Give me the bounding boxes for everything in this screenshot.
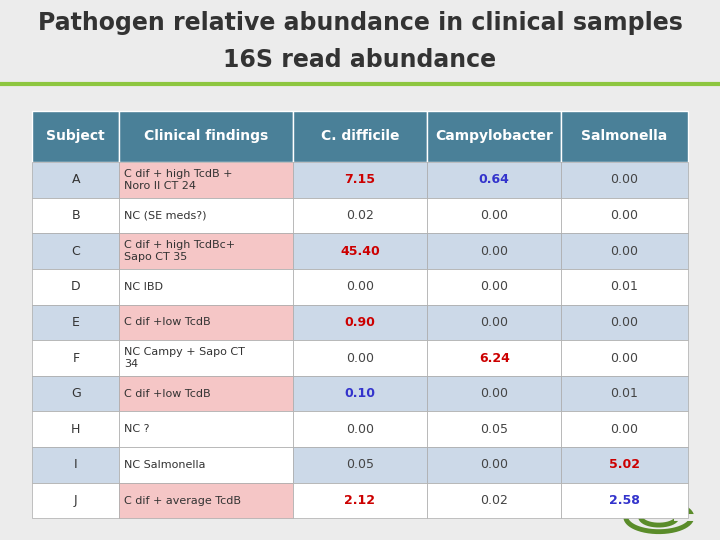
Text: C. difficile: C. difficile — [320, 130, 400, 143]
Text: Salmonella: Salmonella — [581, 130, 667, 143]
Text: 0.05: 0.05 — [346, 458, 374, 471]
Text: 16S read abundance: 16S read abundance — [223, 48, 497, 72]
Text: 0.00: 0.00 — [611, 352, 639, 365]
Text: C: C — [71, 245, 80, 258]
Text: 0.64: 0.64 — [479, 173, 510, 186]
Text: 0.02: 0.02 — [480, 494, 508, 507]
Text: D: D — [71, 280, 81, 293]
Text: I: I — [74, 458, 78, 471]
Text: Clinical findings: Clinical findings — [144, 130, 268, 143]
Text: 0.00: 0.00 — [346, 280, 374, 293]
Text: 0.00: 0.00 — [480, 458, 508, 471]
Text: 0.00: 0.00 — [480, 387, 508, 400]
Text: G: G — [71, 387, 81, 400]
Text: Subject: Subject — [47, 130, 105, 143]
Text: 0.00: 0.00 — [480, 280, 508, 293]
Text: 0.00: 0.00 — [480, 316, 508, 329]
Text: 2.58: 2.58 — [609, 494, 640, 507]
Text: 0.05: 0.05 — [480, 423, 508, 436]
Text: 0.00: 0.00 — [611, 316, 639, 329]
Text: NC ?: NC ? — [125, 424, 150, 434]
Text: 0.00: 0.00 — [611, 173, 639, 186]
Text: 45.40: 45.40 — [340, 245, 380, 258]
Text: 0.00: 0.00 — [480, 245, 508, 258]
Text: NC Salmonella: NC Salmonella — [125, 460, 206, 470]
Text: 0.10: 0.10 — [344, 387, 376, 400]
Text: 0.00: 0.00 — [611, 209, 639, 222]
Text: C dif +low TcdB: C dif +low TcdB — [125, 318, 211, 327]
Text: C dif + high TcdB +
Noro II CT 24: C dif + high TcdB + Noro II CT 24 — [125, 169, 233, 191]
Text: 0.01: 0.01 — [611, 280, 639, 293]
Text: 0.00: 0.00 — [480, 209, 508, 222]
Text: Pathogen relative abundance in clinical samples: Pathogen relative abundance in clinical … — [37, 11, 683, 36]
Text: 0.00: 0.00 — [611, 245, 639, 258]
Text: 0.01: 0.01 — [611, 387, 639, 400]
Text: 0.00: 0.00 — [346, 423, 374, 436]
Text: 0.02: 0.02 — [346, 209, 374, 222]
Text: 0.00: 0.00 — [346, 352, 374, 365]
Text: 0.00: 0.00 — [611, 423, 639, 436]
Text: J: J — [74, 494, 78, 507]
Text: NC (SE meds?): NC (SE meds?) — [125, 211, 207, 220]
Text: 2.12: 2.12 — [344, 494, 376, 507]
Text: 5.02: 5.02 — [609, 458, 640, 471]
Text: C dif +low TcdB: C dif +low TcdB — [125, 389, 211, 399]
Text: C dif + high TcdBc+
Sapo CT 35: C dif + high TcdBc+ Sapo CT 35 — [125, 240, 235, 262]
Text: NC Campy + Sapo CT
34: NC Campy + Sapo CT 34 — [125, 347, 245, 369]
Text: F: F — [72, 352, 79, 365]
Text: 7.15: 7.15 — [344, 173, 376, 186]
Text: E: E — [72, 316, 80, 329]
Text: NC IBD: NC IBD — [125, 282, 163, 292]
Text: 0.90: 0.90 — [345, 316, 375, 329]
Text: A: A — [71, 173, 80, 186]
Text: H: H — [71, 423, 81, 436]
Text: 6.24: 6.24 — [479, 352, 510, 365]
Text: C dif + average TcdB: C dif + average TcdB — [125, 496, 241, 505]
Text: Campylobacter: Campylobacter — [436, 130, 553, 143]
Text: B: B — [71, 209, 80, 222]
